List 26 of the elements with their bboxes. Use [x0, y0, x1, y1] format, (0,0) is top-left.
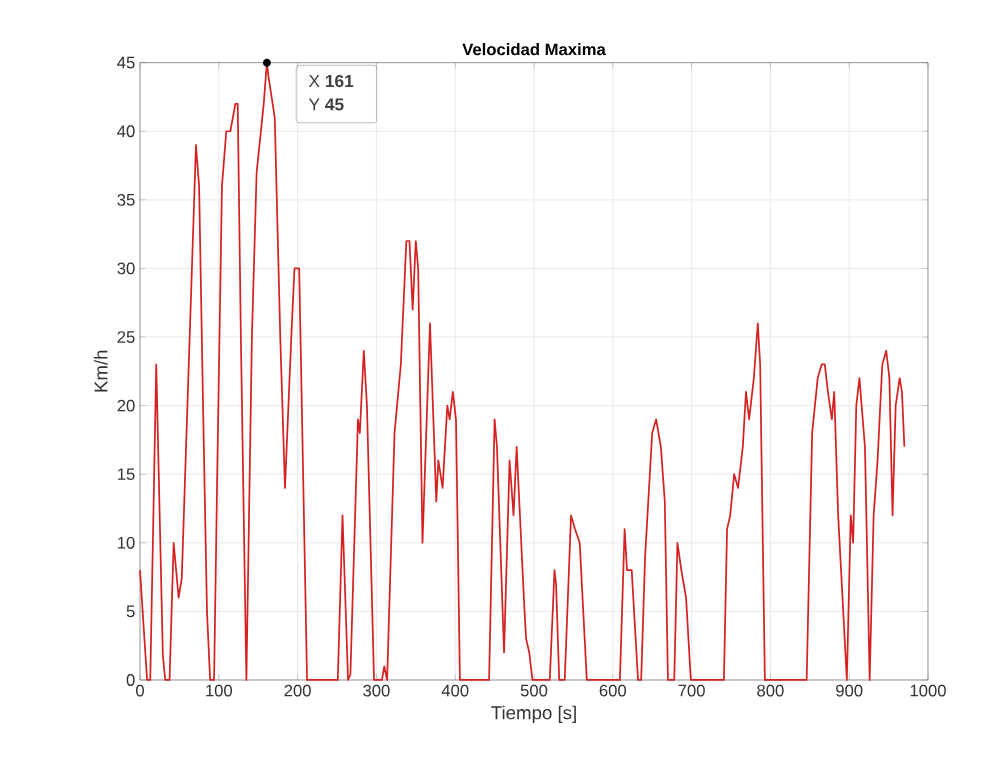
y-tick-label: 20	[117, 399, 135, 412]
y-tick-label: 45	[117, 56, 135, 69]
y-tick-label: 10	[118, 536, 135, 549]
y-tick-label: 30	[117, 262, 135, 275]
x-tick-label: 600	[599, 684, 627, 697]
x-tick-label: 0	[136, 684, 144, 697]
x-tick-label: 400	[441, 684, 469, 697]
y-tick-label: 0	[126, 674, 135, 686]
y-tick-label: 15	[118, 468, 135, 481]
x-tick-label: 200	[284, 684, 311, 697]
x-tick-label: 500	[520, 684, 548, 697]
y-tick-label: 5	[126, 605, 135, 618]
annotation: X 161	[308, 74, 354, 88]
x-tick-label: 800	[757, 684, 784, 697]
x-tick-label: 300	[363, 684, 390, 697]
y-tick-label: 35	[117, 193, 135, 206]
y-tick-label: 40	[117, 125, 135, 138]
annotation: Y 45	[308, 98, 344, 111]
x-tick-label: 900	[836, 684, 863, 697]
x-tick-label: 700	[678, 684, 705, 697]
x-axis-title: Tiempo [s]	[491, 705, 576, 724]
x-tick-label: 1000	[910, 684, 946, 697]
x-tick-label: 100	[206, 684, 233, 697]
chart-title: Velocidad Maxima	[462, 43, 606, 56]
y-tick-label: 25	[117, 331, 135, 343]
y-axis-title: Km/h	[93, 350, 108, 392]
